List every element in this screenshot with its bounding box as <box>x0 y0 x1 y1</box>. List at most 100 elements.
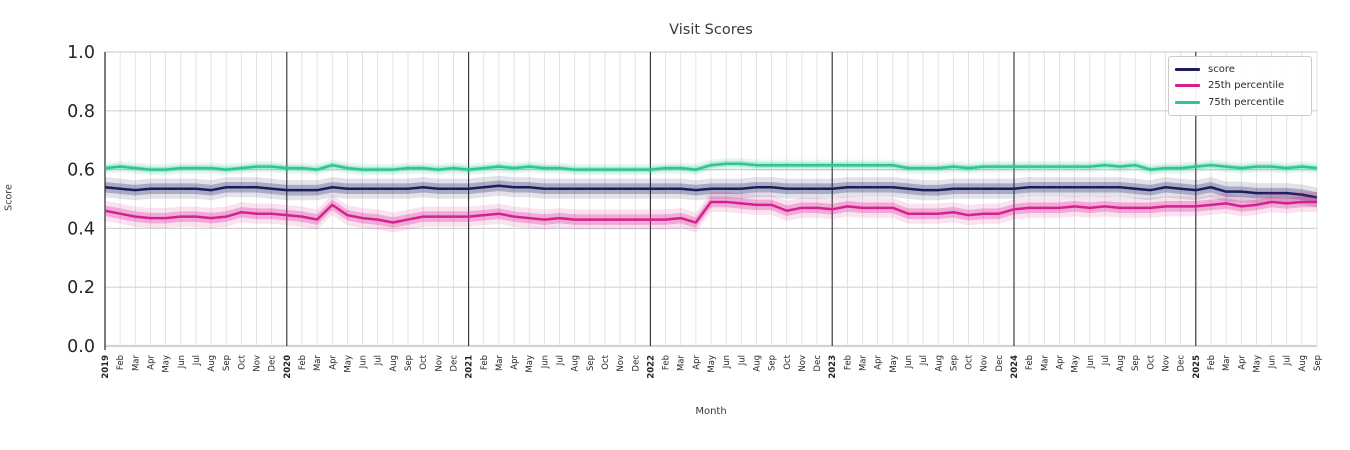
y-tick-label: 0.4 <box>67 219 95 239</box>
x-tick-label-month: Jun <box>177 355 187 369</box>
x-tick-label-month: May <box>889 355 899 373</box>
x-tick-label-month: Sep <box>404 355 414 371</box>
x-tick-label-month: Jul <box>192 355 202 366</box>
legend-item-score: score <box>1175 61 1305 78</box>
y-tick-label: 1.0 <box>67 43 95 63</box>
y-tick-label: 0.8 <box>67 102 95 122</box>
x-tick-label-month: Feb <box>1207 355 1217 370</box>
x-tick-label-month: Mar <box>313 355 323 372</box>
x-tick-label-month: Dec <box>1177 355 1187 372</box>
series-line-score <box>104 184 1318 199</box>
legend-item-25th-percentile: 25th percentile <box>1175 78 1305 95</box>
x-tick-label-month: Jul <box>1101 355 1111 366</box>
x-tick-label-month: Sep <box>222 355 232 371</box>
x-tick-label-month: Oct <box>419 354 429 369</box>
x-tick-label-month: May <box>343 355 353 373</box>
legend-label-25th-percentile: 25th percentile <box>1208 80 1285 92</box>
x-tick-label-month: Apr <box>510 355 520 370</box>
legend-swatch-25th-percentile <box>1175 84 1200 88</box>
x-tick-label-month: Mar <box>131 355 141 372</box>
x-tick-label-month: Jun <box>540 355 550 369</box>
x-tick-label-month: Oct <box>783 354 793 369</box>
x-tick-label-month: Oct <box>965 354 975 369</box>
confidence-band <box>105 160 1317 173</box>
x-tick-label-month: Dec <box>631 355 641 372</box>
x-tick-label-month: Dec <box>268 355 278 372</box>
x-tick-label-year: 2024 <box>1010 355 1020 379</box>
series-line-75th-percentile <box>104 162 1318 171</box>
x-tick-label-month: Aug <box>207 355 217 372</box>
x-tick-label-month: Mar <box>1222 355 1232 372</box>
x-tick-label-month: Jun <box>359 355 369 369</box>
x-tick-label-month: Nov <box>1162 355 1172 372</box>
x-tick-label-month: Jun <box>1268 355 1278 369</box>
x-tick-label-month: Sep <box>1131 355 1141 371</box>
x-tick-label-month: Sep <box>586 355 596 371</box>
x-tick-label-month: Apr <box>874 355 884 370</box>
x-tick-label-year: 2019 <box>101 355 111 379</box>
x-tick-label-month: Nov <box>798 355 808 372</box>
x-axis-label: Month <box>695 406 727 417</box>
x-tick-label-month: Jun <box>722 355 732 369</box>
x-tick-label-month: Dec <box>995 355 1005 372</box>
x-tick-label-month: Dec <box>449 355 459 372</box>
x-tick-label-month: Jul <box>556 355 566 366</box>
x-tick-label-month: Aug <box>1116 355 1126 372</box>
x-tick-label-month: Jul <box>374 355 384 366</box>
legend-swatch-score <box>1175 67 1200 71</box>
x-tick-label-month: Sep <box>949 355 959 371</box>
x-tick-label-month: Sep <box>768 355 778 371</box>
legend-label-score: score <box>1208 63 1235 75</box>
x-tick-label-month: Apr <box>1237 355 1247 370</box>
x-tick-label-month: Apr <box>146 355 156 370</box>
x-tick-label-month: May <box>1071 355 1081 373</box>
series-line-25th-percentile <box>104 200 1317 224</box>
x-tick-label-month: Sep <box>1313 355 1323 371</box>
legend-swatch-75th-percentile <box>1175 100 1200 104</box>
x-tick-label-year: 2020 <box>283 355 293 379</box>
confidence-band <box>105 191 1317 233</box>
x-tick-label-month: Oct <box>1146 354 1156 369</box>
x-tick-label-month: Oct <box>601 354 611 369</box>
x-tick-label-month: Aug <box>1298 355 1308 372</box>
x-tick-label-month: Oct <box>237 354 247 369</box>
x-tick-label-year: 2021 <box>465 355 475 379</box>
x-tick-label-month: Feb <box>298 355 308 370</box>
x-tick-label-month: May <box>525 355 535 373</box>
confidence-band <box>105 158 1317 176</box>
x-tick-label-year: 2023 <box>828 355 838 379</box>
x-tick-label-month: Nov <box>434 355 444 372</box>
y-tick-label: 0.0 <box>67 337 95 357</box>
x-tick-label-month: May <box>1252 355 1262 373</box>
legend: score 25th percentile 75th percentile <box>1168 56 1312 116</box>
chart-title: Visit Scores <box>669 22 753 38</box>
x-tick-label-month: Mar <box>495 355 505 372</box>
y-tick-label: 0.6 <box>67 161 95 181</box>
x-tick-label-month: Feb <box>480 355 490 370</box>
x-tick-label-month: Jul <box>1283 355 1293 366</box>
x-tick-label-month: Aug <box>571 355 581 372</box>
x-tick-label-month: Dec <box>813 355 823 372</box>
x-tick-label-month: Aug <box>389 355 399 372</box>
legend-item-75th-percentile: 75th percentile <box>1175 94 1305 111</box>
x-tick-label-year: 2022 <box>646 355 656 379</box>
x-tick-label-month: Jul <box>919 355 929 366</box>
y-tick-label: 0.2 <box>67 278 95 298</box>
x-tick-label-month: Jun <box>904 355 914 369</box>
x-tick-label-month: Mar <box>859 355 869 372</box>
x-tick-label-month: Feb <box>116 355 126 370</box>
confidence-band <box>105 175 1317 208</box>
x-tick-label-month: Nov <box>616 355 626 372</box>
legend-label-75th-percentile: 75th percentile <box>1208 96 1285 108</box>
x-tick-label-month: Feb <box>1025 355 1035 370</box>
x-tick-label-month: Jun <box>1086 355 1096 369</box>
x-tick-label-month: Jul <box>737 355 747 366</box>
x-tick-label-month: Nov <box>980 355 990 372</box>
x-tick-label-year: 2025 <box>1192 355 1202 379</box>
x-tick-label-month: Aug <box>752 355 762 372</box>
x-tick-label-month: Apr <box>1055 355 1065 370</box>
x-tick-label-month: Apr <box>692 355 702 370</box>
x-tick-label-month: Aug <box>934 355 944 372</box>
